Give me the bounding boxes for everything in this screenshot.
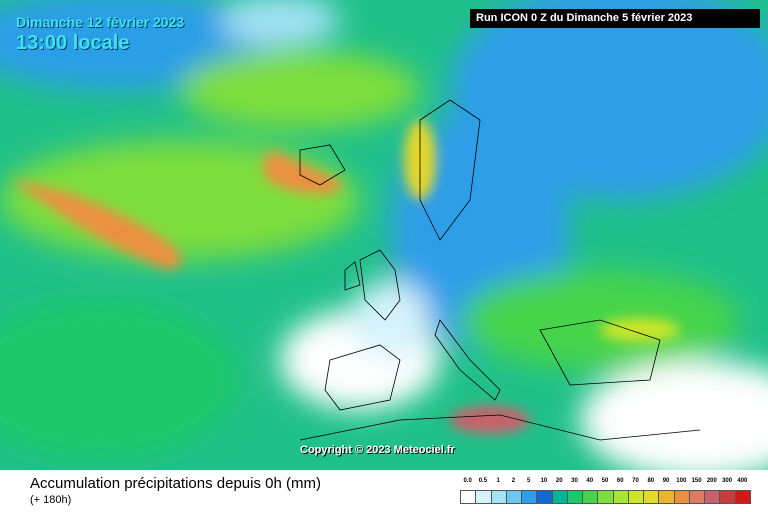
legend-label: 20 [555, 478, 563, 484]
forecast-date: Dimanche 12 février 2023 [16, 14, 185, 30]
run-label: Run ICON 0 Z du Dimanche 5 février 2023 [470, 9, 760, 28]
legend-label: 300 [722, 478, 733, 484]
legend-label: 70 [632, 478, 639, 484]
legend-swatch [582, 490, 599, 504]
legend-swatch [475, 490, 492, 504]
legend-swatch [612, 490, 629, 504]
caption-title: Accumulation précipitations depuis 0h (m… [30, 475, 321, 492]
legend-label: 80 [647, 478, 655, 484]
legend-label: 0.0 [463, 478, 472, 484]
legend-swatch [490, 490, 507, 504]
legend-label: 100 [676, 478, 687, 484]
legend-label: 60 [616, 478, 624, 484]
legend-swatch [643, 490, 660, 504]
legend-swatch [536, 490, 553, 504]
legend-label: 30 [571, 478, 578, 484]
legend-label: 90 [662, 478, 670, 484]
legend-label: 2 [511, 478, 516, 484]
legend-swatch [734, 490, 751, 504]
legend-swatch [597, 490, 614, 504]
legend-label: 40 [586, 478, 594, 484]
legend-label: 10 [540, 478, 548, 484]
legend-swatch [551, 490, 568, 504]
legend-label: 0.5 [478, 478, 488, 484]
legend-label: 5 [527, 478, 531, 484]
legend-swatch [658, 490, 675, 504]
legend-label: 400 [737, 478, 748, 484]
forecast-time: 13:00 locale [16, 32, 130, 54]
legend-swatch [505, 490, 523, 504]
legend-swatch [673, 490, 690, 504]
legend-label: 200 [706, 478, 717, 484]
legend-swatch [704, 490, 721, 504]
caption-subtitle: (+ 180h) [30, 494, 72, 506]
legend-swatch [460, 490, 477, 504]
copyright: Copyright © 2023 Meteociel.fr [300, 444, 455, 456]
precipitation-map [0, 0, 768, 470]
legend-label: 150 [691, 478, 702, 484]
legend-swatch [521, 490, 538, 504]
legend: 0.0 0.5 1 2 5 10 20 30 40 50 60 70 80 90 100 150 200 300 4… [460, 478, 752, 508]
legend-swatch [566, 490, 584, 504]
legend-swatch [719, 490, 736, 504]
legend-label: 1 [496, 478, 500, 484]
legend-label: 50 [601, 478, 609, 484]
legend-swatch [627, 490, 645, 504]
legend-swatch [688, 490, 706, 504]
